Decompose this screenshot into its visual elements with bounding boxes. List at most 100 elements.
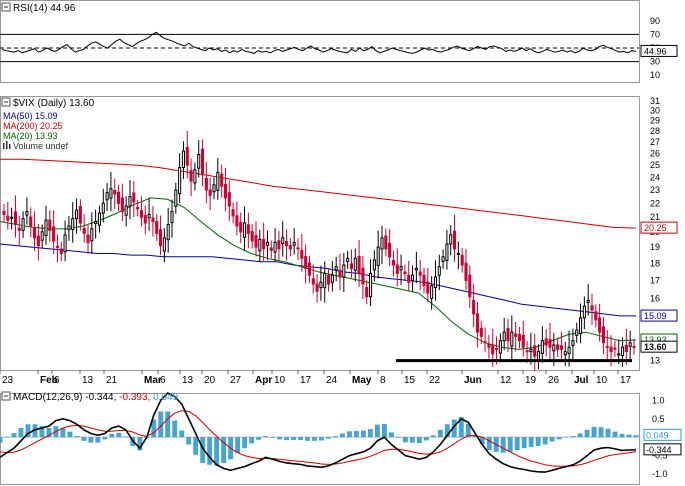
candle-down — [517, 334, 522, 342]
candle-down — [559, 345, 564, 350]
candle-down — [514, 333, 518, 337]
candle-up — [105, 192, 109, 201]
candle-up — [162, 237, 166, 252]
macd-histogram-bar — [305, 437, 310, 441]
candle-down — [208, 189, 212, 196]
macd-histogram-bar — [465, 423, 471, 438]
candle-down — [475, 313, 480, 333]
macd-histogram-bar — [221, 437, 227, 463]
candle-down — [533, 345, 537, 357]
candle-up — [90, 228, 94, 242]
candle-down — [250, 231, 254, 242]
candle-up — [582, 305, 586, 319]
macd-histogram-bar — [291, 437, 296, 441]
candle-up — [97, 212, 102, 226]
candle-down — [506, 328, 510, 342]
candle-down — [269, 247, 273, 251]
price-tick-label: 21 — [650, 212, 660, 222]
macd-histogram-bar — [326, 437, 331, 439]
macd-histogram-bar — [284, 437, 289, 441]
x-tick-label: Apr — [255, 375, 272, 386]
bars-icon — [9, 144, 11, 149]
x-tick-label: 26 — [548, 375, 560, 386]
macd-histogram-bar — [458, 416, 464, 438]
candle-down — [277, 240, 281, 250]
candle-down — [468, 274, 472, 298]
macd-histogram-bar — [619, 433, 625, 438]
x-tick-label: 22 — [429, 375, 441, 386]
macd-histogram-bar — [535, 437, 541, 446]
x-tick-label: 13 — [82, 375, 94, 386]
candle-down — [78, 206, 82, 224]
macd-histogram-bar — [340, 433, 345, 438]
macd-histogram-bar — [179, 430, 185, 438]
macd-panel: 1.00.50.0-0.5-1.00.049-0.344 — [0, 392, 682, 485]
candle-down — [304, 256, 308, 269]
macd-histogram-bar — [437, 429, 443, 438]
macd-signal-line — [0, 410, 637, 467]
candle-up — [449, 234, 453, 245]
rsi-line — [1, 31, 637, 54]
candle-up — [433, 276, 438, 289]
candle-down — [613, 347, 617, 350]
price-tick-label: 16 — [650, 294, 660, 304]
macd-histogram-bar — [633, 435, 639, 438]
macd-histogram-bar — [388, 432, 394, 438]
macd-histogram-bar — [263, 436, 269, 438]
candle-down — [326, 274, 331, 285]
candle-up — [437, 266, 441, 276]
macd-histogram-bar — [598, 427, 604, 438]
rsi-tick-label: 70 — [650, 29, 660, 39]
candle-down — [403, 271, 407, 274]
candle-down — [246, 224, 250, 234]
candle-up — [40, 231, 44, 241]
candle-up — [74, 209, 79, 220]
candle-up — [372, 259, 376, 271]
macd-histogram-bar — [172, 420, 178, 438]
macd-histogram-bar — [214, 437, 220, 466]
price-tick-label: 19 — [650, 242, 660, 252]
macd-histogram-bar — [270, 437, 276, 438]
macd-histogram-bar — [39, 426, 45, 438]
rsi-value-label: 44.96 — [644, 46, 667, 56]
legend-entry: Volume undef — [13, 141, 69, 151]
candle-down — [204, 177, 208, 191]
candle-down — [357, 256, 361, 274]
candle-down — [479, 328, 483, 337]
price-tick-label: 24 — [650, 172, 660, 182]
candle-up — [174, 189, 178, 207]
macd-histogram-bar — [165, 411, 171, 438]
macd-histogram-bar — [353, 430, 359, 438]
rsi-title: RSI(14) 44.96 — [13, 3, 76, 14]
price-value-label: 20.25 — [644, 223, 667, 233]
candle-up — [258, 238, 262, 252]
ma200-line — [0, 158, 637, 229]
candle-up — [147, 213, 151, 219]
candle-down — [407, 274, 411, 283]
candle-down — [136, 206, 140, 210]
candle-down — [52, 226, 56, 242]
macd-histogram-bar — [151, 419, 157, 438]
candle-down — [59, 248, 63, 255]
macd-histogram-bar — [444, 424, 450, 438]
price-tick-label: 23 — [650, 185, 660, 195]
macd-histogram-bar — [605, 428, 611, 438]
rsi-tick-label: 10 — [650, 70, 660, 80]
macd-histogram-bar — [626, 434, 632, 438]
candle-down — [17, 227, 21, 231]
macd-histogram-bar — [451, 419, 457, 438]
x-tick-label: 24 — [326, 375, 338, 386]
price-tick-label: 17 — [650, 275, 660, 285]
macd-histogram-bar — [374, 424, 380, 438]
candle-up — [571, 340, 575, 346]
candle-up — [101, 202, 105, 214]
macd-histogram-bar — [235, 437, 241, 453]
legend-entry: MA(200) 20.25 — [3, 121, 63, 131]
candle-down — [262, 238, 266, 250]
candle-up — [273, 241, 277, 253]
price-tick-label: 26 — [650, 148, 660, 158]
candle-down — [227, 192, 231, 207]
candle-up — [44, 219, 48, 236]
x-tick-label: 12 — [500, 375, 512, 386]
